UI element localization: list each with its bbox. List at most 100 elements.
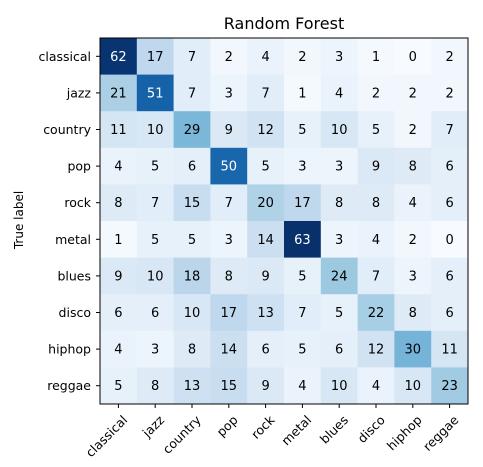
- y-tick-label: jazz: [66, 85, 92, 100]
- heatmap-cell-value: 7: [261, 86, 269, 101]
- heatmap-cell: [431, 74, 469, 112]
- heatmap-cell: [100, 294, 138, 332]
- y-tick-label: country: [43, 122, 91, 137]
- heatmap-cell: [320, 184, 358, 222]
- heatmap-cell: [210, 111, 248, 149]
- heatmap-cell-value: 7: [372, 269, 380, 284]
- heatmap-cell: [100, 367, 138, 405]
- heatmap-cell: [431, 257, 469, 295]
- heatmap-cell: [210, 147, 248, 185]
- heatmap-cell: [210, 294, 248, 332]
- heatmap-cell-value: 6: [445, 196, 453, 211]
- heatmap-cell: [357, 184, 395, 222]
- heatmap-cell: [431, 184, 469, 222]
- heatmap-cell: [210, 38, 248, 75]
- heatmap-cell: [394, 221, 432, 258]
- heatmap-cell-value: 10: [331, 379, 348, 394]
- heatmap-cell-value: 14: [221, 343, 238, 358]
- heatmap-cell: [210, 257, 248, 295]
- heatmap-cell: [173, 294, 211, 332]
- heatmap-cell: [173, 38, 211, 75]
- heatmap-cell-value: 5: [261, 160, 269, 175]
- heatmap-cell: [173, 147, 211, 185]
- heatmap-cell: [284, 221, 322, 258]
- heatmap-cell: [394, 330, 432, 368]
- heatmap-cell-value: 14: [257, 233, 274, 248]
- heatmap-cell-value: 8: [188, 343, 196, 358]
- heatmap-cell-value: 6: [114, 306, 122, 321]
- heatmap-cell: [210, 74, 248, 112]
- heatmap-cell-value: 2: [298, 50, 306, 65]
- heatmap-cell-value: 7: [225, 196, 233, 211]
- heatmap-cell-value: 9: [261, 379, 269, 394]
- heatmap-cell-value: 4: [114, 343, 122, 358]
- heatmap-cell-value: 2: [372, 86, 380, 101]
- heatmap-cell-value: 1: [298, 86, 306, 101]
- heatmap-cell-value: 9: [372, 160, 380, 175]
- heatmap-cell-value: 5: [335, 306, 343, 321]
- heatmap-cell-value: 1: [372, 50, 380, 65]
- heatmap-cell: [284, 111, 322, 149]
- heatmap-cell-value: 6: [151, 306, 159, 321]
- y-tick-label: classical: [38, 49, 91, 64]
- heatmap-cell: [247, 147, 285, 185]
- heatmap-cell-value: 2: [409, 233, 417, 248]
- heatmap-cell: [357, 330, 395, 368]
- heatmap-cell: [136, 221, 174, 258]
- heatmap-cell: [247, 111, 285, 149]
- heatmap-cell: [357, 74, 395, 112]
- heatmap-cell-value: 10: [184, 306, 201, 321]
- heatmap-cell-value: 12: [368, 343, 385, 358]
- heatmap-cell-value: 4: [409, 196, 417, 211]
- heatmap-cell: [136, 330, 174, 368]
- heatmap-cell-value: 4: [298, 379, 306, 394]
- heatmap-cell: [210, 221, 248, 258]
- heatmap-cell: [320, 330, 358, 368]
- heatmap-cell-value: 3: [335, 50, 343, 65]
- heatmap-cell: [100, 74, 138, 112]
- heatmap-cell-value: 3: [409, 269, 417, 284]
- heatmap-cell-value: 23: [441, 379, 458, 394]
- heatmap-cell-value: 10: [331, 123, 348, 138]
- heatmap-cell-value: 18: [184, 269, 201, 284]
- heatmap-cell-value: 3: [225, 233, 233, 248]
- x-tick-label: metal: [278, 412, 314, 448]
- heatmap-cell: [394, 38, 432, 75]
- heatmap-cell-value: 24: [331, 269, 348, 284]
- heatmap-cell: [394, 147, 432, 185]
- x-tick-label: country: [159, 412, 204, 457]
- heatmap-cell-value: 15: [184, 196, 201, 211]
- plot-frame: [99, 37, 469, 405]
- x-tick-label: jazz: [139, 412, 168, 441]
- heatmap-cell-value: 6: [445, 306, 453, 321]
- x-tick-label: classical: [83, 412, 131, 460]
- heatmap-cell-value: 21: [110, 86, 127, 101]
- x-tick-label: rock: [248, 412, 278, 442]
- heatmap-cell: [320, 38, 358, 75]
- heatmap-cell: [431, 294, 469, 332]
- heatmap-cell: [136, 38, 174, 75]
- heatmap-cell-value: 7: [151, 196, 159, 211]
- heatmap-cell: [431, 147, 469, 185]
- heatmap-cell-value: 6: [335, 343, 343, 358]
- heatmap-cell: [173, 74, 211, 112]
- heatmap-cell-value: 2: [445, 50, 453, 65]
- heatmap-cell-value: 11: [110, 123, 127, 138]
- heatmap-cell-value: 4: [114, 160, 122, 175]
- heatmap-cell: [210, 367, 248, 405]
- heatmap-cell-value: 3: [335, 160, 343, 175]
- y-tick-label: metal: [55, 232, 91, 247]
- heatmap-cell-value: 5: [298, 343, 306, 358]
- heatmap-cell: [100, 221, 138, 258]
- heatmap-cell: [247, 184, 285, 222]
- heatmap-cell-value: 5: [151, 160, 159, 175]
- heatmap-cell-value: 17: [221, 306, 238, 321]
- y-axis-label: True label: [12, 191, 26, 250]
- heatmap-cell-value: 7: [188, 86, 196, 101]
- y-tick-label: hiphop: [48, 342, 91, 357]
- y-tick-label: pop: [67, 159, 91, 174]
- heatmap-cell: [284, 257, 322, 295]
- heatmap-cell: [394, 294, 432, 332]
- heatmap-cell-value: 11: [441, 343, 458, 358]
